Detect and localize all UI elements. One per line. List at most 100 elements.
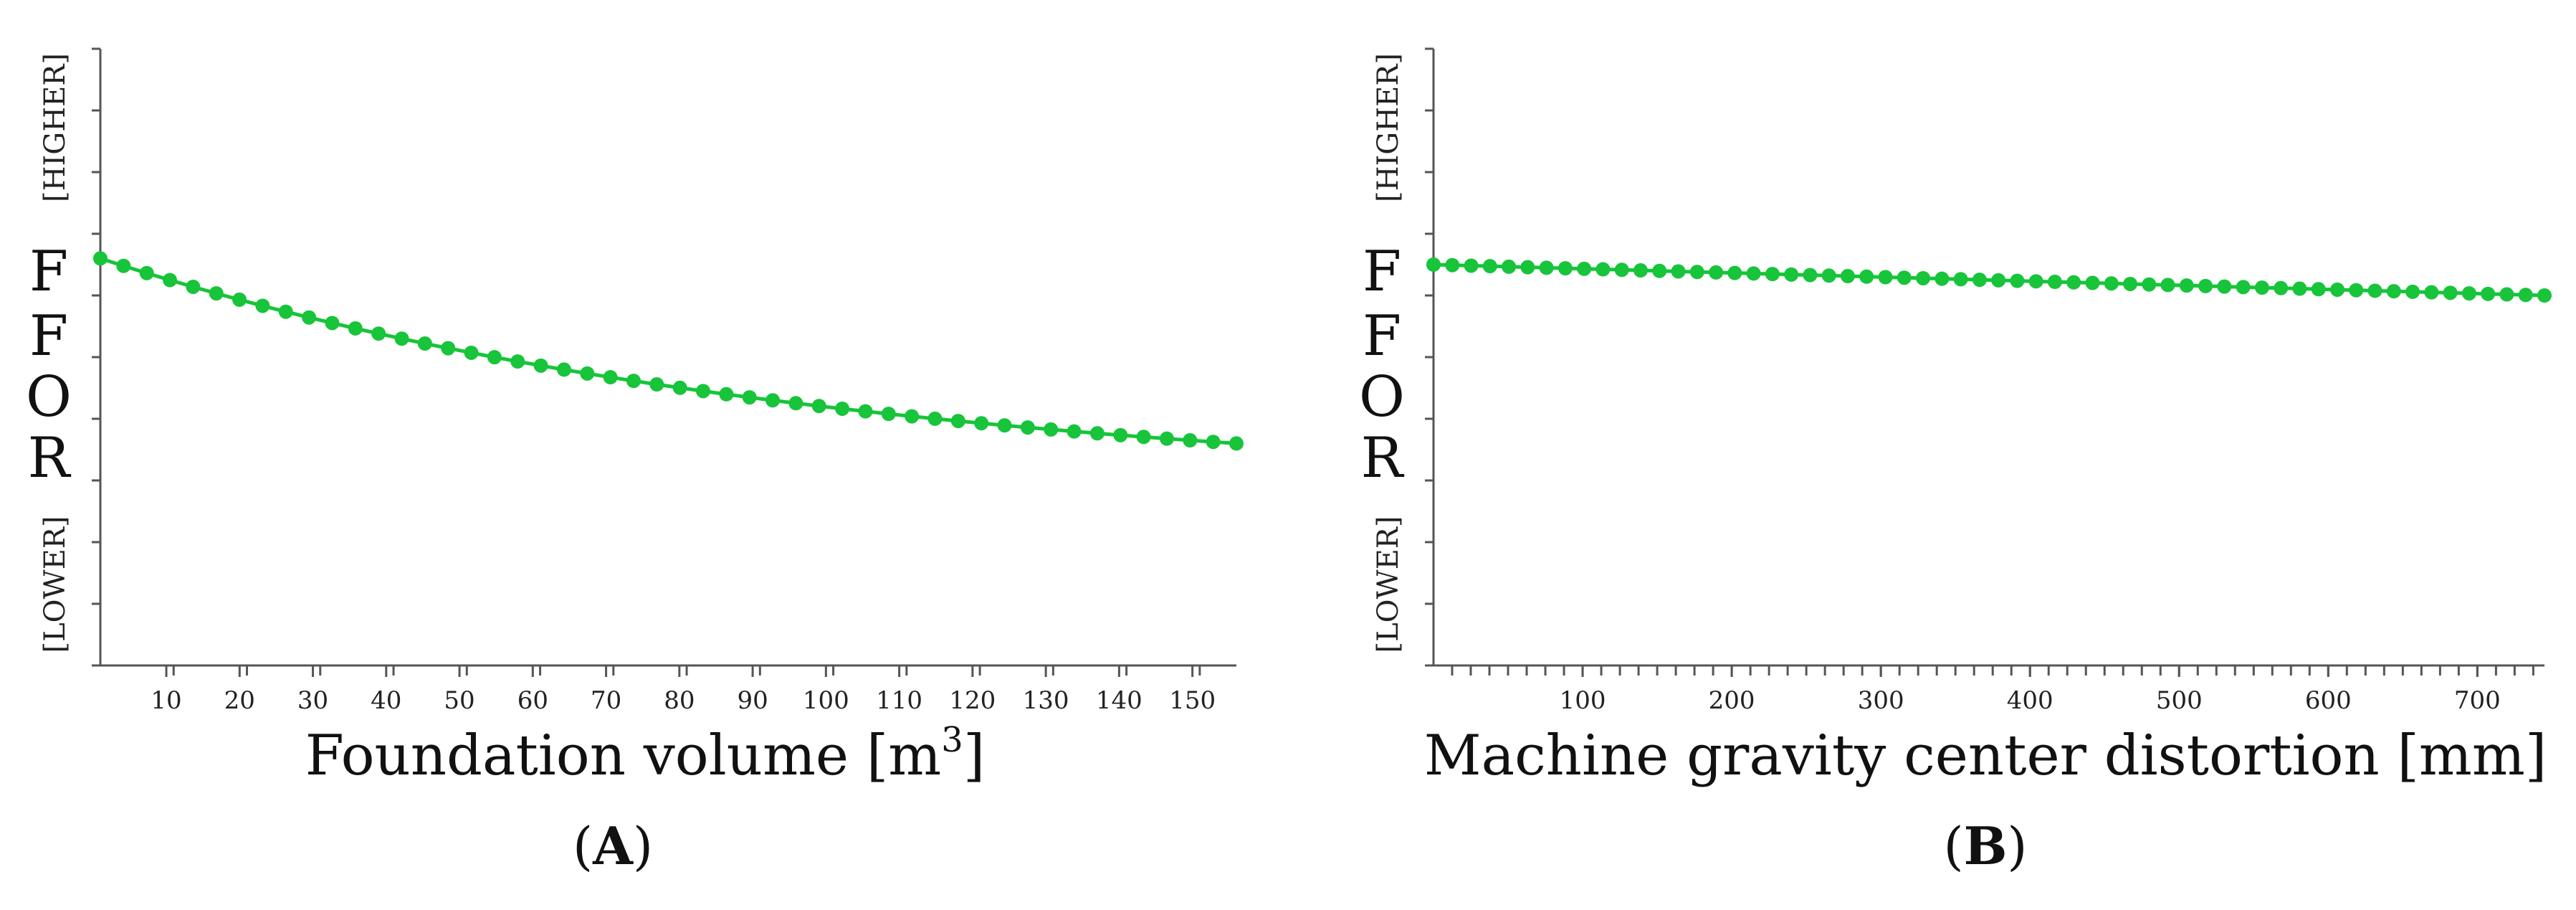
data-point <box>1113 427 1128 442</box>
y-axis-label-letter: O <box>26 365 72 430</box>
data-point <box>2179 278 2194 293</box>
x-tick-label: 200 <box>1709 686 1755 715</box>
data-point <box>2443 285 2458 300</box>
series-line <box>100 257 1237 445</box>
data-point <box>1445 257 1460 272</box>
y-axis-label-letter: F <box>1363 304 1401 369</box>
data-point <box>696 384 711 399</box>
panel-label: (B) <box>1943 815 2027 876</box>
x-tick-label: 140 <box>1096 686 1142 715</box>
x-tick-label: 500 <box>2156 686 2203 715</box>
data-point <box>742 390 757 405</box>
x-tick-label: 80 <box>664 686 695 715</box>
y-axis-label-letter: O <box>1359 365 1405 430</box>
data-point <box>1633 263 1648 278</box>
data-point <box>1136 430 1151 445</box>
x-axis-label: Foundation volume [m3] <box>305 720 986 788</box>
data-point <box>1502 259 1517 274</box>
data-point <box>1652 263 1667 278</box>
data-point <box>2274 280 2289 295</box>
y-axis-lower-label: [LOWER] <box>39 516 72 653</box>
data-point <box>2330 282 2345 297</box>
data-point <box>1859 269 1874 284</box>
data-point <box>348 321 363 336</box>
data-point <box>1727 265 1742 280</box>
data-point <box>719 387 734 402</box>
y-axis-lower-label: [LOWER] <box>1372 516 1405 653</box>
data-point <box>1426 257 1441 272</box>
data-point <box>2499 287 2514 302</box>
x-tick-label: 700 <box>2454 686 2501 715</box>
data-point <box>232 292 247 307</box>
x-tick-label: 110 <box>876 686 922 715</box>
data-point <box>1784 267 1799 282</box>
x-tick-label: 130 <box>1023 686 1069 715</box>
data-point <box>2254 280 2269 295</box>
data-point <box>2481 286 2496 301</box>
data-point <box>1577 261 1592 276</box>
data-point <box>2386 284 2401 299</box>
y-axis-label-letter: F <box>29 304 68 369</box>
data-point <box>1595 262 1611 277</box>
data-point <box>2367 283 2382 298</box>
data-point <box>1520 260 1535 275</box>
x-tick-label: 400 <box>2007 686 2053 715</box>
x-tick-label: 600 <box>2305 686 2352 715</box>
x-tick-label: 60 <box>517 686 548 715</box>
data-point <box>950 414 965 429</box>
x-tick-label: 150 <box>1169 686 1216 715</box>
data-point <box>1089 426 1105 441</box>
data-point <box>1183 432 1198 447</box>
chart-panel-B: 100 200 300 400 500 600 700 [HIGHER] [LOWER] FFOR… <box>1359 47 2552 876</box>
data-point <box>2537 288 2552 303</box>
y-axis-label-letter: F <box>1363 240 1401 304</box>
data-point <box>905 409 920 424</box>
data-point <box>93 251 108 266</box>
data-point <box>2198 278 2213 293</box>
y-axis-label-letter: R <box>28 426 72 490</box>
data-point <box>2047 275 2062 290</box>
data-point <box>881 407 896 422</box>
data-point <box>1897 270 1912 285</box>
data-point <box>2518 288 2533 303</box>
data-point <box>1614 262 1629 278</box>
data-point <box>186 279 201 294</box>
data-point <box>2160 278 2175 293</box>
data-point <box>974 416 989 431</box>
data-point <box>1539 260 1554 275</box>
x-tick-label: 30 <box>297 686 328 715</box>
data-point <box>2142 277 2157 292</box>
data-point <box>2311 282 2326 297</box>
data-point <box>1482 259 1497 274</box>
data-point <box>1557 261 1573 276</box>
data-point <box>2123 276 2138 291</box>
data-point <box>1020 420 1035 435</box>
chart-panel-A: 10 20 30 40 50 60 70 80 90 100 110 120 130 140 150 [HIG… <box>26 47 1244 876</box>
data-point <box>997 418 1012 433</box>
data-point <box>858 404 873 419</box>
data-point <box>1746 266 1761 281</box>
data-point <box>2349 283 2364 298</box>
data-point <box>1689 265 1704 280</box>
x-tick-label: 40 <box>371 686 401 715</box>
data-point <box>417 336 432 351</box>
data-point <box>556 362 571 377</box>
data-point <box>1709 265 1724 280</box>
data-point <box>811 399 826 414</box>
data-point <box>580 366 595 381</box>
x-tick-label: 50 <box>444 686 474 715</box>
data-point <box>394 331 409 346</box>
data-point <box>765 393 781 408</box>
data-point <box>2104 276 2119 291</box>
data-point <box>1840 269 1855 284</box>
data-point <box>2461 286 2476 301</box>
data-point <box>510 354 525 369</box>
y-axis-higher-label: [HIGHER] <box>39 53 72 202</box>
data-point <box>1067 424 1082 439</box>
data-point <box>1878 270 1893 285</box>
data-point <box>2236 280 2251 295</box>
data-point <box>603 370 618 385</box>
data-point <box>1464 258 1479 273</box>
data-point <box>1991 272 2006 288</box>
